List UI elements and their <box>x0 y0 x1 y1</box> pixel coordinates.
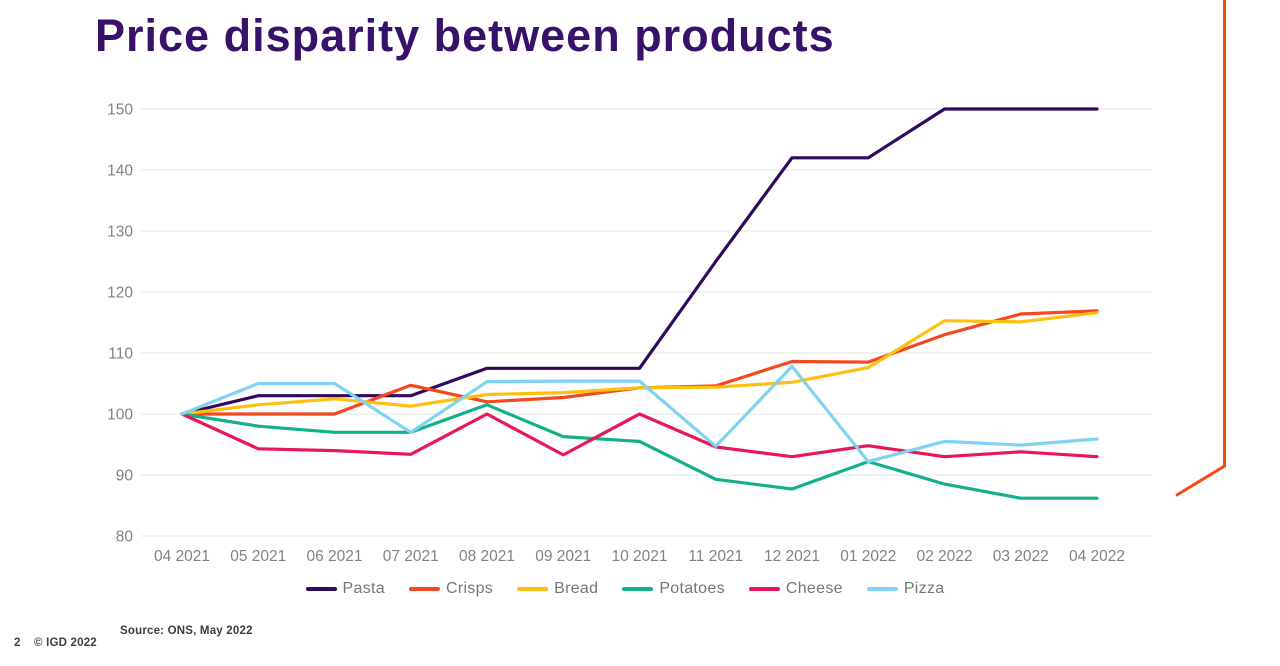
legend-label: Pasta <box>342 580 385 597</box>
x-axis-tick-label: 12 2021 <box>764 548 820 565</box>
x-axis-tick-label: 05 2021 <box>230 548 286 565</box>
legend-swatch-pizza <box>866 587 898 591</box>
page-number: 2 <box>14 637 21 649</box>
series-line-pizza <box>180 364 1099 464</box>
x-axis-tick-label: 04 2021 <box>154 548 210 565</box>
copyright: © IGD 2022 <box>34 637 97 649</box>
legend-label: Cheese <box>785 580 843 597</box>
y-axis-tick-label: 140 <box>107 163 133 180</box>
x-axis-tick-label: 09 2021 <box>535 548 591 565</box>
legend-swatch-cheese <box>748 587 780 591</box>
y-axis-tick-label: 110 <box>108 346 133 363</box>
legend-item-bread: Bread <box>517 580 598 598</box>
legend-label: Potatoes <box>659 580 725 597</box>
legend-label: Pizza <box>903 580 945 597</box>
chart-legend: Pasta Crisps Bread Potatoes Cheese Pizza <box>0 577 1250 601</box>
y-axis-tick-label: 100 <box>107 407 133 424</box>
legend-item-cheese: Cheese <box>748 580 843 598</box>
y-axis-tick-label: 150 <box>107 102 133 119</box>
legend-item-crisps: Crisps <box>408 580 494 598</box>
page-title: Price disparity between products <box>95 10 835 61</box>
legend-swatch-crisps <box>408 587 440 591</box>
legend-swatch-bread <box>517 587 549 591</box>
x-axis-tick-label: 04 2022 <box>1069 548 1125 565</box>
y-axis-tick-label: 130 <box>107 224 133 241</box>
legend-item-potatoes: Potatoes <box>622 580 725 598</box>
x-axis-tick-label: 03 2022 <box>993 548 1049 565</box>
x-axis-tick-label: 11 2021 <box>688 548 743 565</box>
y-axis-tick-label: 80 <box>116 529 134 546</box>
x-axis-tick-label: 01 2022 <box>840 548 896 565</box>
x-axis-tick-label: 02 2022 <box>916 548 972 565</box>
y-axis-tick-label: 90 <box>116 468 134 485</box>
legend-item-pizza: Pizza <box>866 580 945 598</box>
legend-item-pasta: Pasta <box>305 580 385 598</box>
series-line-bread <box>180 311 1099 416</box>
series-line-cheese <box>180 412 1099 459</box>
legend-label: Crisps <box>445 580 494 597</box>
series-line-potatoes <box>180 403 1099 500</box>
y-axis-tick-label: 120 <box>107 285 133 302</box>
x-axis-tick-label: 10 2021 <box>611 548 667 565</box>
source-note: Source: ONS, May 2022 <box>120 625 253 637</box>
x-axis-tick-label: 07 2021 <box>383 548 439 565</box>
legend-label: Bread <box>554 580 599 597</box>
x-axis-tick-label: 06 2021 <box>306 548 362 565</box>
legend-swatch-pasta <box>305 587 337 591</box>
series-line-pasta <box>180 107 1099 416</box>
x-axis-tick-label: 08 2021 <box>459 548 515 565</box>
legend-swatch-potatoes <box>622 587 654 591</box>
